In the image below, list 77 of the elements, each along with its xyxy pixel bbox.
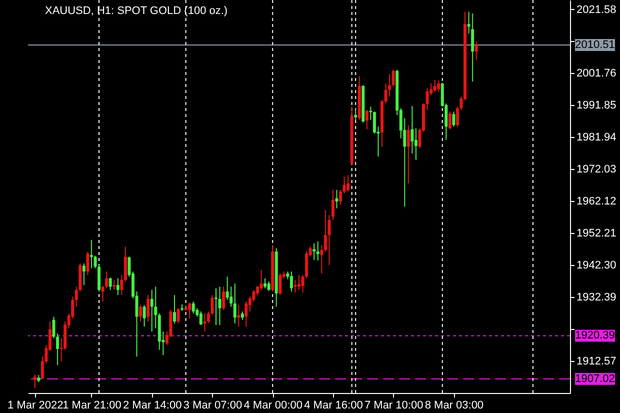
candlestick [176,308,180,324]
candlestick [82,262,86,286]
candlestick [448,110,452,130]
ref-line-label: 2010.51 [575,39,615,52]
candlestick [192,301,195,314]
candlestick [33,374,36,389]
ref-line-label: 1920.39 [575,330,615,342]
candlestick [410,106,414,154]
candlestick [120,274,124,296]
y-tick-label: 2021.58 [576,4,616,16]
candlestick [199,311,202,326]
candlestick [267,281,270,292]
candlestick [342,176,346,194]
candlestick [437,80,440,92]
candlestick [90,239,93,269]
candlestick [331,189,334,220]
x-tick-label: 4 Mar 00:00 [244,400,302,412]
x-tick-label: 1 Mar 21:00 [62,400,122,412]
y-tick-label: 1952.21 [576,228,616,240]
candlestick [474,40,478,60]
candlestick [335,189,338,209]
candlestick [278,272,282,296]
y-tick-label: 1991.85 [576,100,616,112]
candlestick [222,286,226,310]
ref-line-label: 1907.02 [575,372,615,385]
x-tick-label: 2 Mar 14:00 [123,400,182,412]
candlestick [188,302,192,319]
candlestick [433,79,436,92]
candlestick [264,278,267,289]
candlestick [86,251,90,276]
candlestick [124,246,127,282]
candlestick [218,286,222,326]
candlestick [452,110,456,128]
candlestick [108,277,112,290]
candlestick [139,304,142,322]
candlestick [392,69,395,88]
candlestick [112,279,116,290]
candlestick [406,124,410,184]
x-tick-label: 3 Mar 07:00 [183,400,242,412]
x-tick-label: 7 Mar 10:00 [364,400,424,412]
y-tick-label: 1932.39 [576,292,616,304]
candlestick [142,304,146,328]
y-tick-label: 1962.12 [576,196,616,208]
x-tick-label: 1 Mar 2022 [8,400,64,412]
candlestick [298,274,300,290]
candlestick [260,269,263,290]
candlestick [172,294,176,324]
y-tick-label: 1981.94 [576,132,616,144]
candlestick [471,12,474,82]
candlestick [290,271,293,292]
candlestick [154,286,158,329]
y-tick-label: 1942.30 [576,260,616,272]
y-tick-label: 1972.03 [576,164,616,176]
y-tick-label: 2001.76 [576,68,616,80]
candlestick [346,174,350,192]
candlestick [312,242,316,260]
candlestick [233,282,236,324]
candlestick [339,189,342,206]
candlestick [414,128,418,160]
candlestick [294,279,297,293]
candlestick [237,304,240,328]
candlestick [244,301,248,328]
candlestick [146,294,150,322]
x-tick-label: 8 Mar 03:00 [424,400,484,412]
candlestick [116,278,120,296]
candlestick [320,244,324,274]
y-tick-label: 1912.57 [576,355,616,368]
candlestick [316,241,320,262]
candlestick [214,288,218,326]
candlestick [426,88,429,110]
candlestick [256,286,259,296]
candlestick [150,289,154,332]
candlestick [365,109,368,130]
candlestick [203,312,206,332]
candlestick [354,108,358,120]
x-tick-label: 4 Mar 16:00 [304,400,363,412]
chart-title: XAUUSD, H1: SPOT GOLD (100 oz.) [45,5,228,17]
